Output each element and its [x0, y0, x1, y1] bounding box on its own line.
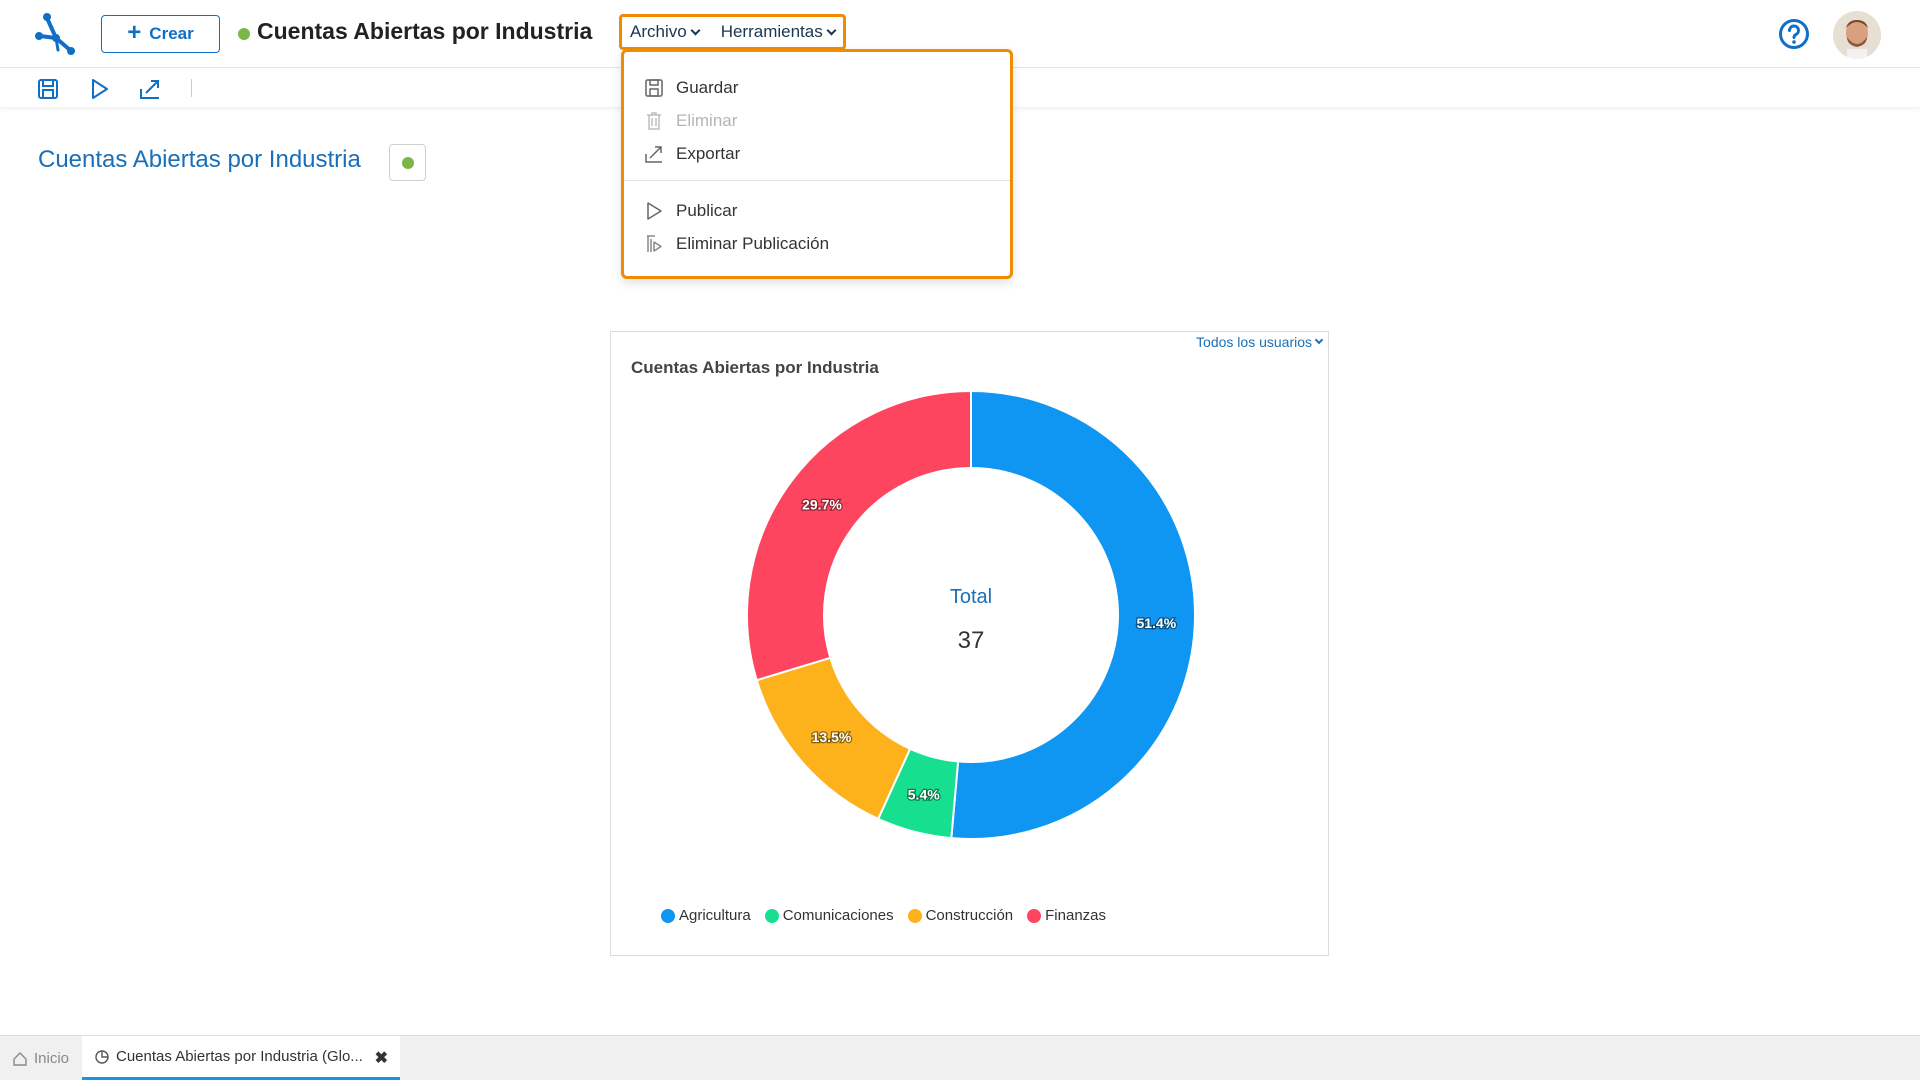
user-filter-label: Todos los usuarios — [1196, 334, 1312, 350]
tab-report[interactable]: Cuentas Abiertas por Industria (Glo... ✖ — [82, 1036, 400, 1080]
legend-label: Comunicaciones — [782, 907, 894, 924]
menu-herramientas-label: Herramientas — [720, 22, 823, 41]
menu-item-label: Publicar — [676, 201, 738, 220]
menu-archivo[interactable]: Archivo — [630, 22, 701, 42]
legend-dot-icon — [764, 908, 779, 923]
pie-chart-icon — [95, 1049, 109, 1064]
menu-item-guardar[interactable]: Guardar — [644, 74, 738, 102]
menu-archivo-label: Archivo — [630, 22, 687, 41]
menu-item-eliminar-publicacion[interactable]: Eliminar Publicación — [644, 230, 829, 258]
user-filter-dropdown[interactable]: Todos los usuarios — [1196, 334, 1324, 350]
toolbar-divider — [191, 79, 192, 97]
save-icon — [645, 79, 663, 97]
legend-item-agricultura[interactable]: Agricultura — [661, 907, 751, 924]
tab-inicio-label: Inicio — [34, 1050, 70, 1067]
chart-card: Todos los usuarios Cuentas Abiertas por … — [610, 331, 1329, 956]
create-button[interactable]: + Crear — [101, 15, 220, 53]
slice-label: 13.5% — [812, 729, 852, 745]
export-icon — [645, 146, 662, 163]
menu-item-label: Exportar — [676, 144, 741, 163]
menu-item-eliminar: Eliminar — [644, 107, 737, 135]
legend-item-construcción[interactable]: Construcción — [907, 907, 1014, 924]
legend-item-finanzas[interactable]: Finanzas — [1027, 907, 1106, 924]
donut-slice-finanzas[interactable] — [746, 389, 972, 682]
tab-report-label: Cuentas Abiertas por Industria (Glo... — [116, 1048, 363, 1065]
legend-dot-icon — [1027, 908, 1042, 923]
legend-label: Construcción — [925, 907, 1014, 924]
create-button-label: Crear — [149, 24, 194, 43]
section-title: Cuentas Abiertas por Industria — [38, 146, 361, 173]
menu-divider — [624, 180, 1010, 181]
legend-label: Agricultura — [679, 907, 751, 924]
menu-item-label: Eliminar Publicación — [676, 234, 830, 253]
status-badge[interactable] — [389, 144, 426, 181]
legend-item-comunicaciones[interactable]: Comunicaciones — [764, 907, 894, 924]
bottom-tab-bar: Inicio Cuentas Abiertas por Industria (G… — [0, 1035, 1920, 1080]
chart-legend: Agricultura Comunicaciones Construcción Fin… — [661, 907, 1106, 924]
unpublish-icon — [647, 235, 662, 252]
slice-label: 51.4% — [1136, 615, 1176, 631]
play-icon — [647, 202, 662, 220]
menu-bar: Archivo Herramientas — [619, 14, 846, 50]
play-icon[interactable] — [87, 77, 111, 101]
chevron-down-icon — [826, 25, 837, 35]
tab-inicio[interactable]: Inicio — [12, 1036, 69, 1080]
menu-item-label: Eliminar — [676, 111, 738, 130]
slice-label: 29.7% — [802, 497, 842, 513]
legend-label: Finanzas — [1045, 907, 1107, 924]
center-total-value: 37 — [958, 627, 985, 654]
menu-item-label: Guardar — [676, 78, 739, 97]
slice-label: 5.4% — [908, 786, 940, 802]
trash-icon — [647, 112, 661, 130]
legend-dot-icon — [907, 908, 922, 923]
chart-title: Cuentas Abiertas por Industria — [631, 358, 879, 377]
legend-dot-icon — [661, 908, 675, 923]
status-dot-icon — [401, 156, 414, 169]
donut-chart: 51.4% 5.4% 13.5% 29.7% Total 37 — [746, 389, 1196, 840]
avatar[interactable] — [1833, 11, 1881, 59]
app-logo-icon[interactable] — [34, 12, 78, 56]
donut-slice-agricultura[interactable] — [950, 389, 1196, 840]
close-icon[interactable]: ✖ — [374, 1050, 388, 1067]
menu-item-exportar[interactable]: Exportar — [644, 140, 740, 168]
menu-herramientas[interactable]: Herramientas — [720, 22, 837, 42]
menu-item-publicar[interactable]: Publicar — [644, 197, 737, 225]
chevron-down-icon — [690, 25, 701, 35]
help-icon[interactable] — [1778, 18, 1810, 50]
page-title: Cuentas Abiertas por Industria — [257, 18, 593, 44]
file-dropdown-menu: Guardar Eliminar Exportar Publicar Elimi… — [621, 49, 1013, 279]
status-dot-icon — [238, 28, 250, 40]
center-total-label: Total — [950, 586, 992, 608]
export-icon[interactable] — [138, 77, 162, 101]
plus-icon: + — [127, 19, 142, 46]
save-icon[interactable] — [36, 77, 60, 101]
home-icon — [13, 1051, 27, 1066]
